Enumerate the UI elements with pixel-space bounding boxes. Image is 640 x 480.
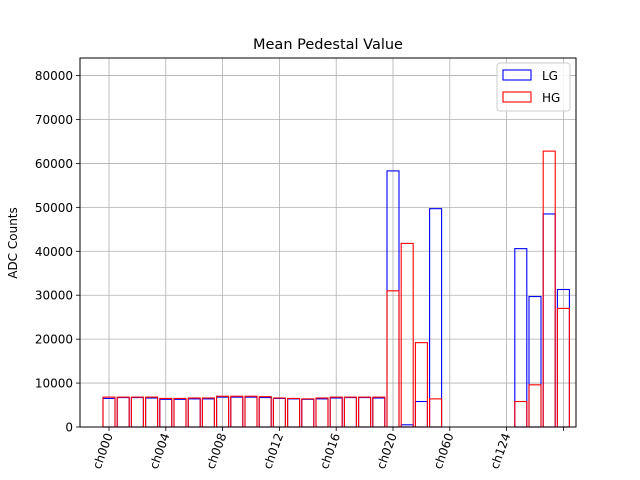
bar-lg (542, 213, 556, 428)
bar-hg (414, 342, 428, 428)
bar-hg (528, 384, 542, 428)
bar-hg (187, 397, 201, 428)
y-tick-label: 0 (65, 421, 73, 435)
bar-hg (315, 397, 329, 428)
bar-hg (258, 396, 272, 428)
chart-title: Mean Pedestal Value (253, 37, 403, 53)
x-tick-label: ch020 (374, 431, 400, 471)
bar-lg (173, 398, 187, 428)
bar-lg (429, 208, 443, 428)
legend-label-hg: HG (542, 91, 560, 105)
bar-hg (116, 396, 130, 428)
bar-hg (301, 398, 315, 428)
grid-lines (80, 58, 576, 428)
legend-swatch-lg (502, 69, 532, 81)
bar-hg (343, 396, 357, 428)
bar-lg (372, 397, 386, 428)
bar-lg (528, 295, 542, 428)
legend: LG HG (496, 62, 571, 112)
y-tick-label: 80000 (35, 69, 73, 83)
y-tick-label: 50000 (35, 201, 73, 215)
axes: 0 10000 20000 30000 40000 50000 60000 70000 8000… (35, 57, 577, 471)
bar-lg (244, 396, 258, 428)
y-axis-label: ADC Counts (6, 207, 20, 279)
y-tick-label: 30000 (35, 289, 73, 303)
x-tick-label: ch000 (90, 431, 116, 471)
legend-swatch-hg (502, 91, 532, 103)
x-tick-label: ch060 (431, 431, 457, 471)
bar-hg (429, 398, 443, 428)
bar-lg (145, 397, 159, 428)
bar-lg (301, 398, 315, 428)
plot-frame (79, 57, 577, 428)
x-tick-label: ch124 (488, 431, 514, 471)
y-tick-label: 40000 (35, 245, 73, 259)
legend-label-lg: LG (542, 69, 558, 83)
bar-hg (173, 397, 187, 428)
bar-lg (187, 398, 201, 428)
y-tick-label: 60000 (35, 157, 73, 171)
bar-hg (244, 395, 258, 428)
x-tick-label: ch004 (147, 431, 173, 471)
y-tick-label: 20000 (35, 333, 73, 347)
bar-lg (358, 397, 372, 428)
x-tick-label: ch016 (317, 431, 343, 471)
bar-hg (201, 397, 215, 428)
bar-hg (358, 396, 372, 428)
bar-hg (372, 396, 386, 428)
bar-hg (130, 396, 144, 428)
bar-lg (116, 397, 130, 428)
bar-lg (201, 398, 215, 428)
bar-hg (287, 397, 301, 428)
y-tick-label: 70000 (35, 113, 73, 127)
bar-lg (315, 398, 329, 428)
bar-hg (542, 150, 556, 428)
bar-lg (514, 248, 528, 428)
bar-lg (414, 400, 428, 428)
bar-lg (287, 398, 301, 428)
bar-hg (400, 242, 414, 428)
bar-lg (343, 397, 357, 428)
y-tick-label: 10000 (35, 377, 73, 391)
bar-lg (130, 397, 144, 428)
legend-box (496, 62, 571, 112)
x-tick-label: ch008 (204, 431, 230, 471)
bar-hg (230, 395, 244, 428)
bar-lg (258, 397, 272, 428)
x-tick-label: ch012 (260, 431, 286, 471)
bar-hg (145, 396, 159, 428)
bar-hg (514, 400, 528, 428)
bar-lg (230, 396, 244, 428)
